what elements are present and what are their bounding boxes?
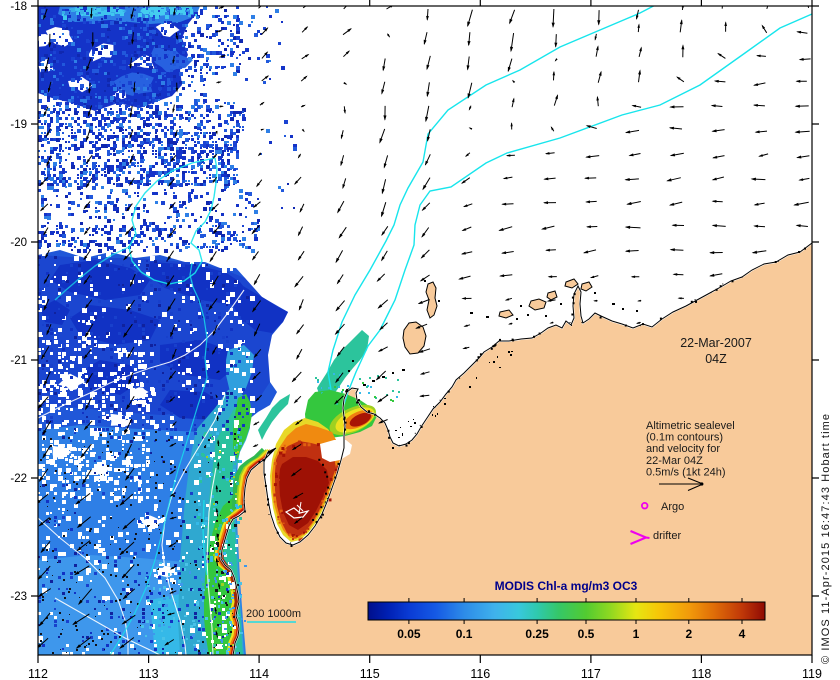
svg-text:04Z: 04Z — [705, 352, 727, 366]
svg-text:2: 2 — [685, 627, 692, 641]
svg-text:drifter: drifter — [653, 530, 681, 542]
svg-text:115: 115 — [360, 667, 380, 680]
svg-text:-20: -20 — [10, 237, 27, 249]
svg-text:0.05: 0.05 — [397, 627, 421, 641]
svg-text:22-Mar-2007: 22-Mar-2007 — [680, 336, 752, 350]
svg-text:116: 116 — [470, 667, 490, 680]
svg-text:0.1: 0.1 — [456, 627, 473, 641]
svg-text:MODIS Chl-a mg/m3 OC3: MODIS Chl-a mg/m3 OC3 — [495, 579, 638, 593]
svg-text:119: 119 — [802, 667, 822, 680]
svg-text:200 1000m: 200 1000m — [246, 608, 301, 620]
svg-text:-19: -19 — [10, 119, 27, 131]
svg-text:117: 117 — [581, 667, 601, 680]
svg-text:-18: -18 — [10, 1, 27, 13]
svg-text:112: 112 — [28, 667, 48, 680]
svg-text:22-Mar 04Z: 22-Mar 04Z — [646, 455, 703, 467]
svg-text:and velocity for: and velocity for — [646, 443, 720, 455]
svg-text:-22: -22 — [10, 473, 27, 485]
svg-text:-21: -21 — [10, 355, 27, 367]
svg-text:114: 114 — [249, 667, 269, 680]
svg-text:1: 1 — [633, 627, 640, 641]
svg-text:0.5: 0.5 — [578, 627, 595, 641]
svg-text:(0.1m contours): (0.1m contours) — [646, 432, 723, 444]
svg-text:-23: -23 — [10, 591, 27, 603]
svg-text:Argo: Argo — [661, 501, 684, 513]
svg-text:0.5m/s (1kt 24h): 0.5m/s (1kt 24h) — [646, 466, 725, 478]
svg-text:113: 113 — [139, 667, 159, 680]
svg-text:118: 118 — [691, 667, 711, 680]
svg-text:0.25: 0.25 — [525, 627, 549, 641]
svg-text:4: 4 — [739, 627, 746, 641]
svg-text:© IMOS 11-Apr-2015 16:47:43 Ho: © IMOS 11-Apr-2015 16:47:43 Hobart time — [820, 414, 832, 664]
svg-text:Altimetric sealevel: Altimetric sealevel — [646, 420, 735, 432]
